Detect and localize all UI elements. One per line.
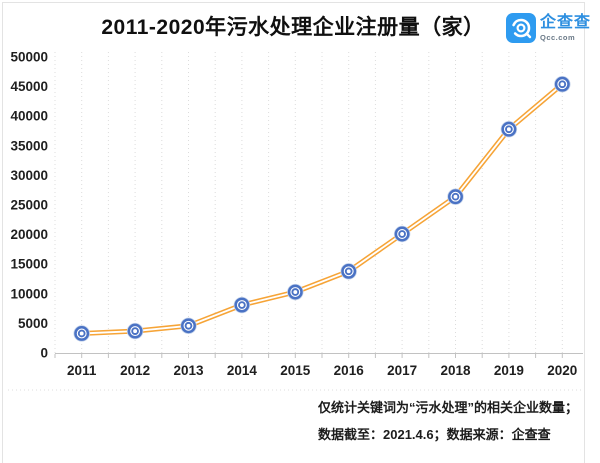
page-title: 2011-2020年污水处理企业注册量（家） [101, 16, 485, 39]
y-tick-label: 35000 [10, 138, 48, 153]
data-point-2011 [73, 325, 90, 342]
data-points [73, 76, 571, 342]
data-point-2020 [554, 76, 571, 93]
x-tick-label: 2013 [173, 363, 204, 378]
x-tick-label: 2016 [334, 363, 365, 378]
y-tick-label: 20000 [10, 227, 48, 242]
x-tick-label: 2014 [227, 363, 258, 378]
data-point-2019 [500, 121, 518, 138]
x-tick-label: 2012 [120, 363, 150, 378]
x-axis-labels: 2011 2012 2013 2014 2015 2016 2017 2018 2019 2020 [67, 363, 577, 378]
data-point-2013 [180, 317, 197, 334]
x-tick-label: 2011 [67, 363, 97, 378]
series-line-inner [80, 83, 564, 335]
y-tick-label: 45000 [10, 79, 48, 94]
x-tick-label: 2019 [494, 363, 524, 378]
data-point-2017 [393, 225, 411, 243]
y-tick-label: 50000 [10, 50, 48, 65]
y-tick-label: 10000 [10, 286, 48, 301]
footnote: 仅统计关键词为“污水处理”的相关企业数量； 数据截至：2021.4.6；数据来源… [318, 394, 578, 448]
data-point-2018 [447, 188, 464, 205]
qcc-logo-text: 企查查 Qcc.com [540, 13, 591, 42]
x-axis-ticks [54, 354, 563, 358]
line-chart: 0 5000 10000 15000 20000 25000 30000 35000 40000… [8, 50, 583, 391]
y-tick-label: 40000 [10, 109, 48, 124]
qcc-logo-icon [506, 13, 536, 43]
y-tick-label: 25000 [10, 198, 48, 213]
footnote-line-1: 仅统计关键词为“污水处理”的相关企业数量； [318, 400, 579, 415]
x-tick-label: 2020 [547, 363, 577, 378]
data-point-2016 [340, 263, 357, 280]
qcc-logo-name: 企查查 [540, 14, 592, 31]
data-point-2015 [287, 283, 304, 301]
x-tick-label: 2017 [387, 363, 417, 378]
x-tick-label: 2015 [280, 363, 311, 378]
y-tick-label: 5000 [18, 316, 48, 331]
x-tick-label: 2018 [440, 363, 471, 378]
y-tick-label: 15000 [10, 257, 48, 272]
x-gridlines [54, 52, 563, 353]
qcc-logo: 企查查 Qcc.com [506, 13, 598, 45]
y-axis-labels: 0 5000 10000 15000 20000 25000 30000 35000 40000… [10, 50, 48, 361]
footnote-line-2: 数据截至：2021.4.6；数据来源：企查查 [318, 427, 551, 442]
y-tick-label: 0 [40, 346, 48, 361]
data-point-2012 [126, 322, 144, 340]
data-point-2014 [233, 296, 251, 314]
y-tick-label: 30000 [10, 168, 48, 183]
qcc-logo-domain: Qcc.com [540, 33, 576, 42]
